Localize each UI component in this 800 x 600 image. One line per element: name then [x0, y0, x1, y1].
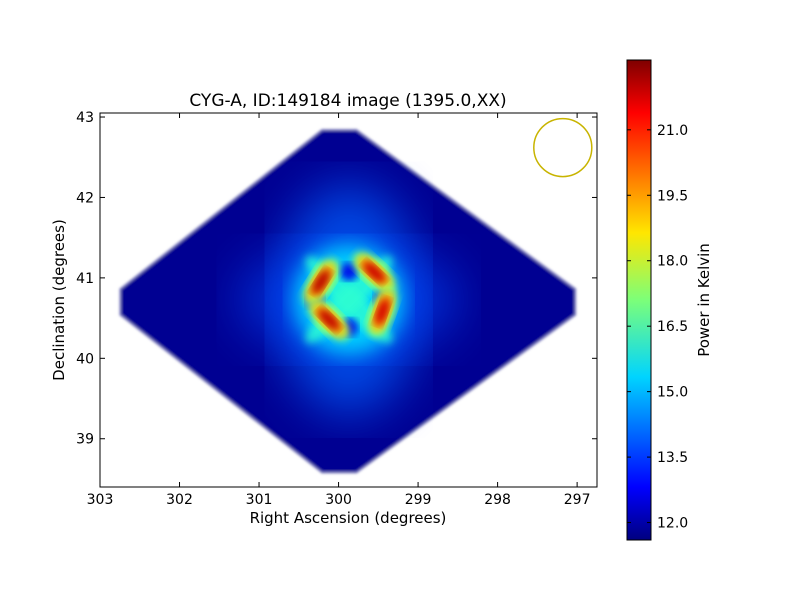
colorbar-tick-label: 21.0 [657, 123, 688, 139]
y-axis: 39 40 41 42 43 [76, 110, 597, 448]
heatmap-image [119, 128, 577, 474]
colorbar-tick-label: 12.0 [657, 516, 688, 532]
y-tick-label: 40 [76, 351, 94, 367]
x-tick-label: 301 [246, 492, 273, 508]
beam-circle [533, 117, 593, 178]
chart-title: CYG-A, ID:149184 image (1395.0,XX) [189, 91, 506, 111]
x-tick-label: 303 [87, 492, 114, 508]
colorbar-tick-label: 19.5 [657, 188, 688, 204]
x-axis-label: Right Ascension (degrees) [250, 509, 447, 527]
x-axis: 303 302 301 300 299 298 297 [87, 113, 591, 508]
colorbar-tick-label: 15.0 [657, 385, 688, 401]
source-lobe [303, 259, 339, 305]
colorbar-tick-label: 13.5 [657, 450, 688, 466]
y-tick-label: 39 [76, 432, 94, 448]
x-tick-label: 297 [564, 492, 591, 508]
colorbar-label: Power in Kelvin [695, 243, 713, 357]
colorbar-frame [626, 59, 652, 541]
colorbar-tick-label: 16.5 [657, 319, 688, 335]
x-tick-label: 302 [166, 492, 193, 508]
colorbar-tick-label: 18.0 [657, 254, 688, 270]
y-tick-label: 43 [76, 110, 94, 126]
colorbar: 12.0 13.5 15.0 16.5 18.0 19.5 21.0 Power in Ke… [626, 59, 713, 541]
y-axis-label: Declination (degrees) [50, 219, 68, 381]
y-tick-label: 41 [76, 271, 94, 287]
x-tick-label: 300 [325, 492, 352, 508]
x-tick-label: 299 [405, 492, 432, 508]
source-lobe [308, 299, 350, 340]
source-lobe [367, 286, 397, 337]
colorbar-gradient [627, 60, 651, 540]
plot-frame [99, 112, 598, 488]
colorbar-ticks: 12.0 13.5 15.0 16.5 18.0 19.5 21.0 [627, 123, 688, 532]
x-tick-label: 298 [484, 492, 511, 508]
source-dip [339, 262, 358, 281]
y-tick-label: 42 [76, 190, 94, 206]
source-lobe [353, 252, 396, 293]
